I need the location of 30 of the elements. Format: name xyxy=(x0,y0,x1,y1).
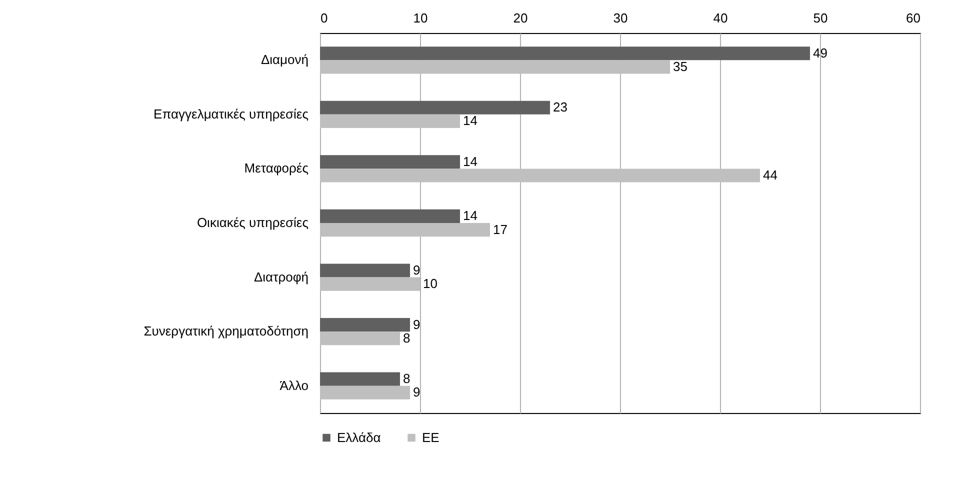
x-tick-label: 10 xyxy=(413,10,428,26)
y-tick-label: Μεταφορές xyxy=(244,160,308,176)
y-tick-label: Επαγγελματικές υπηρεσίες xyxy=(154,106,308,122)
x-tick-label: 50 xyxy=(813,10,828,26)
data-label: 9 xyxy=(413,384,420,400)
x-tick-label: 20 xyxy=(513,10,528,26)
y-tick-label: Διαμονή xyxy=(260,52,308,68)
data-label: 14 xyxy=(463,154,478,169)
data-label: 9 xyxy=(413,316,420,332)
x-tick-label: 40 xyxy=(713,10,728,26)
data-label: 8 xyxy=(403,330,410,346)
data-label: 17 xyxy=(493,222,508,237)
data-label: 14 xyxy=(463,208,478,224)
data-label: 49 xyxy=(813,45,828,60)
data-label: 10 xyxy=(423,276,438,292)
legend-label: ΕΕ xyxy=(422,430,440,445)
x-tick-label: 30 xyxy=(613,10,628,26)
y-tick-label: Διατροφή xyxy=(254,269,308,284)
data-label: 9 xyxy=(413,262,420,278)
legend-label: Ελλάδα xyxy=(337,430,382,445)
y-tick-label: Οικιακές υπηρεσίες xyxy=(196,215,308,230)
data-label: 35 xyxy=(673,58,688,74)
data-label: 14 xyxy=(463,113,478,128)
data-label: 44 xyxy=(763,168,778,182)
data-label: 8 xyxy=(403,371,410,386)
x-tick-label: 0 xyxy=(320,10,328,26)
y-tick-label: Άλλο xyxy=(280,378,308,393)
data-label: 23 xyxy=(553,100,568,115)
x-tick-label: 60 xyxy=(906,10,920,26)
y-tick-label: Συνεργατική χρηματοδότηση xyxy=(144,324,308,339)
